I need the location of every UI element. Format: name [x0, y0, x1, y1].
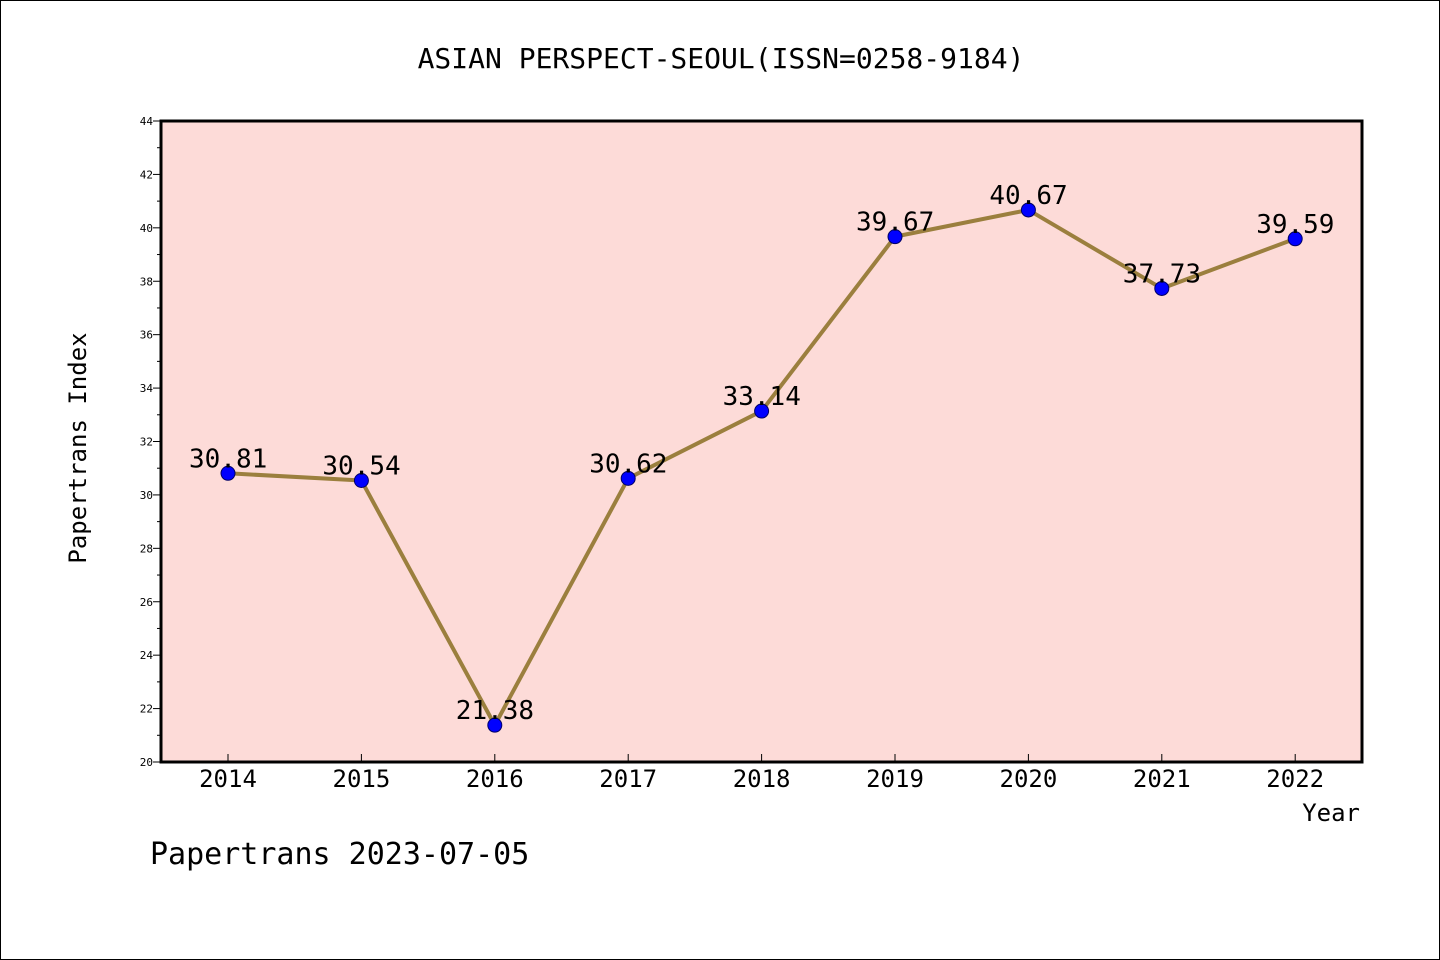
- data-value-label: 40.67: [989, 181, 1067, 211]
- data-point-marker: [754, 403, 770, 419]
- data-point-marker: [887, 229, 903, 245]
- data-value-label: 30.54: [322, 451, 400, 481]
- plot-border: [159, 119, 1364, 764]
- y-tick-label: 36: [140, 329, 153, 342]
- y-axis: 20 22 24 26 28 30 32 34 36 38 40 42 44: [140, 115, 161, 769]
- data-value-label: 39.67: [856, 208, 934, 238]
- plot-area: [161, 121, 1362, 762]
- x-tick-label: 2021: [1133, 765, 1191, 793]
- y-tick-label: 34: [140, 382, 154, 395]
- data-value-label: 30.81: [189, 444, 267, 474]
- x-axis-label: Year: [1302, 799, 1360, 827]
- chart-title: ASIAN PERSPECT-SEOUL(ISSN=0258-9184): [418, 42, 1025, 75]
- y-tick-label: 44: [140, 115, 154, 128]
- data-point-marker: [1154, 280, 1170, 296]
- data-value-label: 37.73: [1123, 259, 1201, 289]
- y-tick-label: 26: [140, 596, 153, 609]
- x-tick-label: 2017: [599, 765, 657, 793]
- data-point-marker: [1287, 231, 1303, 247]
- data-point-marker: [620, 470, 636, 486]
- y-tick-label: 40: [140, 222, 153, 235]
- data-point-marker: [220, 465, 236, 481]
- y-tick-label: 42: [140, 168, 153, 181]
- x-axis: 2014 2015 2016 2017 2018 2019 2020 2021 2022: [199, 754, 1324, 793]
- data-value-label: 21.38: [456, 696, 534, 726]
- x-tick-label: 2019: [866, 765, 924, 793]
- footer-watermark: Papertrans 2023-07-05: [150, 837, 529, 872]
- y-tick-label: 20: [140, 756, 153, 769]
- data-value-label: 33.14: [723, 382, 801, 412]
- y-tick-label: 30: [140, 489, 153, 502]
- data-point-marker: [487, 717, 503, 733]
- y-tick-label: 22: [140, 703, 153, 716]
- y-tick-label: 24: [140, 649, 154, 662]
- data-value-label: 39.59: [1256, 210, 1334, 240]
- data-point-marker: [1020, 202, 1036, 218]
- y-tick-label: 32: [140, 436, 153, 449]
- x-tick-label: 2016: [466, 765, 524, 793]
- x-tick-label: 2022: [1266, 765, 1324, 793]
- y-axis-label: Papertrans Index: [64, 332, 92, 563]
- data-value-label: 30.62: [589, 449, 667, 479]
- x-tick-label: 2015: [333, 765, 391, 793]
- y-tick-label: 38: [140, 275, 153, 288]
- data-point-marker: [353, 472, 369, 488]
- x-tick-label: 2018: [733, 765, 791, 793]
- x-tick-label: 2014: [199, 765, 257, 793]
- y-tick-label: 28: [140, 542, 153, 555]
- x-tick-label: 2020: [1000, 765, 1058, 793]
- data-series: 30.81 30.54 21.38 30.62 33.14 39.67 40.67 37.73…: [189, 181, 1334, 733]
